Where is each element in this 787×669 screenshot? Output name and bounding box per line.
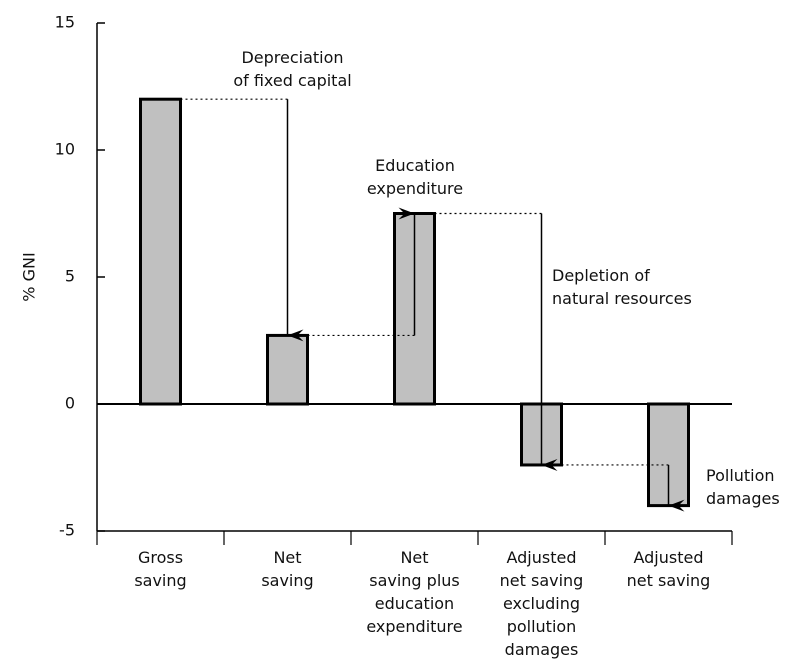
y-tick-label: 0 bbox=[65, 394, 75, 413]
bar bbox=[266, 333, 309, 406]
annotation: Pollution damages bbox=[706, 466, 780, 508]
x-tick-label: Adjusted net saving excluding pollution … bbox=[499, 548, 584, 659]
annotation: Education expenditure bbox=[366, 156, 464, 198]
y-tick-label: 5 bbox=[65, 267, 75, 286]
y-tick-label: 15 bbox=[55, 13, 75, 32]
annotation: Depletion of natural resources bbox=[552, 266, 692, 308]
x-tick-label: Net saving bbox=[261, 548, 314, 590]
y-tick-label: 10 bbox=[55, 140, 75, 159]
x-tick-label: Adjusted net saving bbox=[626, 548, 711, 590]
bar bbox=[139, 97, 182, 406]
y-axis-label: % GNI bbox=[20, 252, 39, 301]
annotation: Depreciation of fixed capital bbox=[233, 48, 352, 90]
x-tick-label: Gross saving bbox=[134, 548, 187, 590]
x-tick-label: Net saving plus education expenditure bbox=[366, 548, 463, 636]
y-tick-label: -5 bbox=[59, 521, 75, 540]
